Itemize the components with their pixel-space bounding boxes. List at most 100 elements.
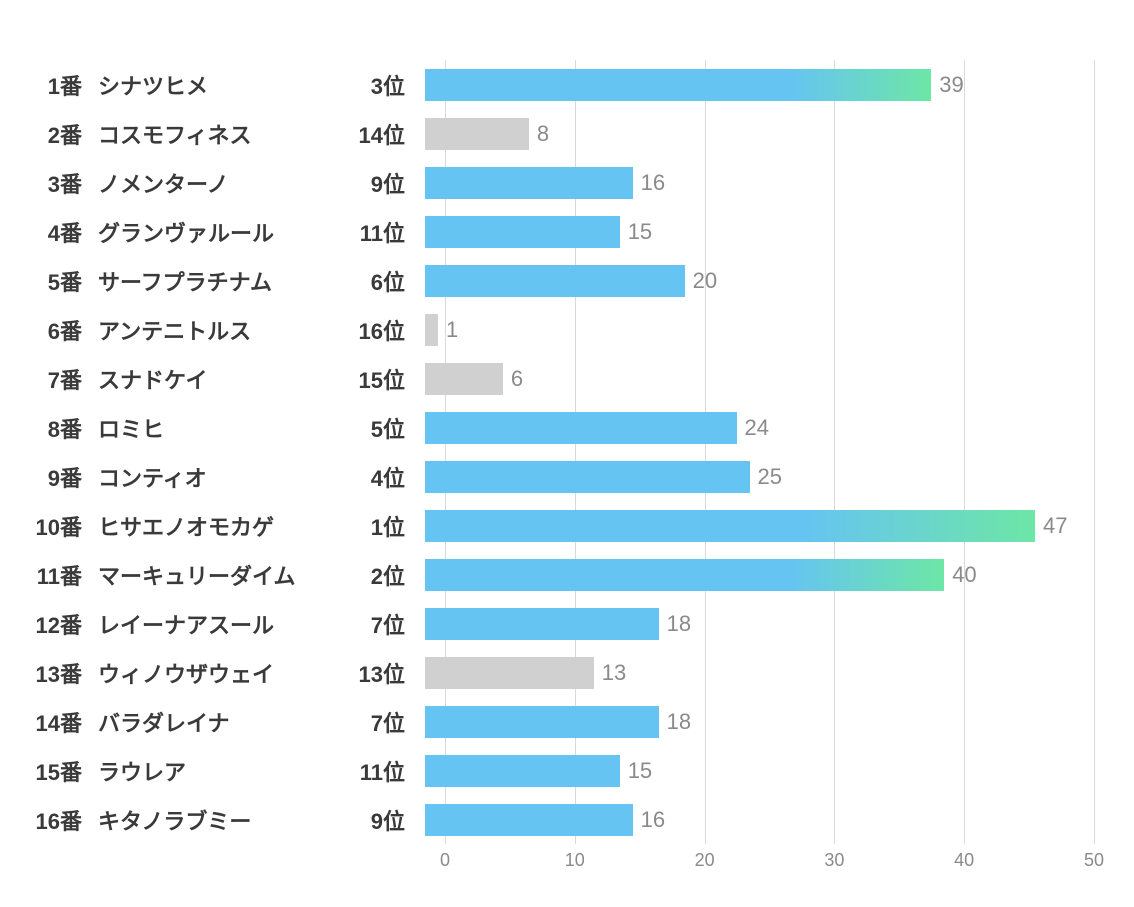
bar-area: 39 xyxy=(425,60,1114,109)
entry-rank: 14位 xyxy=(325,118,425,150)
bar: 15 xyxy=(425,216,620,248)
bar-value-label: 16 xyxy=(641,807,665,833)
bar-value-label: 6 xyxy=(511,366,523,392)
entry-name: コンティオ xyxy=(90,461,325,493)
x-axis-label: 30 xyxy=(824,850,844,871)
entry-number: 16番 xyxy=(20,804,90,836)
bar-area: 40 xyxy=(425,550,1114,599)
entry-rank: 16位 xyxy=(325,314,425,346)
entry-rank: 7位 xyxy=(325,608,425,640)
entry-name: ロミヒ xyxy=(90,412,325,444)
chart-row: 8番ロミヒ5位24 xyxy=(20,403,1114,452)
entry-number: 2番 xyxy=(20,118,90,150)
bar-value-label: 47 xyxy=(1043,513,1067,539)
bar: 18 xyxy=(425,608,659,640)
chart-row: 16番キタノラブミー9位16 xyxy=(20,795,1114,844)
bar: 20 xyxy=(425,265,685,297)
chart-row: 5番サーフプラチナム6位20 xyxy=(20,256,1114,305)
bar: 8 xyxy=(425,118,529,150)
bar-value-label: 40 xyxy=(952,562,976,588)
entry-number: 5番 xyxy=(20,265,90,297)
bar-value-label: 15 xyxy=(628,758,652,784)
bar-area: 16 xyxy=(425,158,1114,207)
entry-rank: 9位 xyxy=(325,804,425,836)
bar-area: 15 xyxy=(425,746,1114,795)
bar: 1 xyxy=(425,314,438,346)
bar-value-label: 15 xyxy=(628,219,652,245)
entry-number: 14番 xyxy=(20,706,90,738)
entry-number: 7番 xyxy=(20,363,90,395)
ranking-bar-chart: 1番シナツヒメ3位392番コスモフィネス14位83番ノメンターノ9位164番グラ… xyxy=(20,60,1114,844)
chart-row: 2番コスモフィネス14位8 xyxy=(20,109,1114,158)
x-axis-label: 50 xyxy=(1084,850,1104,871)
entry-number: 4番 xyxy=(20,216,90,248)
chart-row: 12番レイーナアスール7位18 xyxy=(20,599,1114,648)
chart-row: 7番スナドケイ15位6 xyxy=(20,354,1114,403)
entry-name: シナツヒメ xyxy=(90,69,325,101)
bar: 13 xyxy=(425,657,594,689)
bar: 25 xyxy=(425,461,750,493)
chart-row: 14番バラダレイナ7位18 xyxy=(20,697,1114,746)
entry-rank: 2位 xyxy=(325,559,425,591)
bar-value-label: 18 xyxy=(667,709,691,735)
entry-name: バラダレイナ xyxy=(90,706,325,738)
entry-name: コスモフィネス xyxy=(90,118,325,150)
bar: 16 xyxy=(425,167,633,199)
entry-rank: 11位 xyxy=(325,216,425,248)
chart-row: 13番ウィノウザウェイ13位13 xyxy=(20,648,1114,697)
entry-number: 12番 xyxy=(20,608,90,640)
entry-name: ノメンターノ xyxy=(90,167,325,199)
entry-rank: 15位 xyxy=(325,363,425,395)
entry-name: ヒサエノオモカゲ xyxy=(90,510,325,542)
bar-area: 25 xyxy=(425,452,1114,501)
bar-area: 8 xyxy=(425,109,1114,158)
bar: 18 xyxy=(425,706,659,738)
bar-value-label: 1 xyxy=(446,317,458,343)
entry-number: 9番 xyxy=(20,461,90,493)
bar: 47 xyxy=(425,510,1035,542)
x-axis-label: 20 xyxy=(695,850,715,871)
bar: 16 xyxy=(425,804,633,836)
bar-value-label: 24 xyxy=(745,415,769,441)
entry-number: 8番 xyxy=(20,412,90,444)
entry-rank: 4位 xyxy=(325,461,425,493)
entry-number: 1番 xyxy=(20,69,90,101)
bar-value-label: 20 xyxy=(693,268,717,294)
entry-name: マーキュリーダイム xyxy=(90,559,325,591)
bar-area: 18 xyxy=(425,599,1114,648)
chart-row: 15番ラウレア11位15 xyxy=(20,746,1114,795)
entry-rank: 1位 xyxy=(325,510,425,542)
bar-value-label: 39 xyxy=(939,72,963,98)
bar-area: 16 xyxy=(425,795,1114,844)
chart-row: 9番コンティオ4位25 xyxy=(20,452,1114,501)
entry-rank: 11位 xyxy=(325,755,425,787)
entry-name: グランヴァルール xyxy=(90,216,325,248)
bar-value-label: 16 xyxy=(641,170,665,196)
entry-number: 3番 xyxy=(20,167,90,199)
bar: 40 xyxy=(425,559,944,591)
bar-value-label: 8 xyxy=(537,121,549,147)
entry-name: キタノラブミー xyxy=(90,804,325,836)
bar-area: 24 xyxy=(425,403,1114,452)
entry-name: ウィノウザウェイ xyxy=(90,657,325,689)
entry-rank: 5位 xyxy=(325,412,425,444)
bar: 24 xyxy=(425,412,737,444)
bar: 6 xyxy=(425,363,503,395)
bar-value-label: 13 xyxy=(602,660,626,686)
entry-rank: 7位 xyxy=(325,706,425,738)
chart-row: 11番マーキュリーダイム2位40 xyxy=(20,550,1114,599)
x-axis-label: 40 xyxy=(954,850,974,871)
bar-area: 15 xyxy=(425,207,1114,256)
chart-row: 1番シナツヒメ3位39 xyxy=(20,60,1114,109)
entry-number: 11番 xyxy=(20,559,90,591)
entry-rank: 6位 xyxy=(325,265,425,297)
x-axis-label: 0 xyxy=(440,850,450,871)
bar-value-label: 25 xyxy=(758,464,782,490)
entry-name: ラウレア xyxy=(90,755,325,787)
entry-name: アンテニトルス xyxy=(90,314,325,346)
entry-rank: 13位 xyxy=(325,657,425,689)
bar-area: 13 xyxy=(425,648,1114,697)
x-axis-label: 10 xyxy=(565,850,585,871)
chart-row: 3番ノメンターノ9位16 xyxy=(20,158,1114,207)
entry-rank: 9位 xyxy=(325,167,425,199)
